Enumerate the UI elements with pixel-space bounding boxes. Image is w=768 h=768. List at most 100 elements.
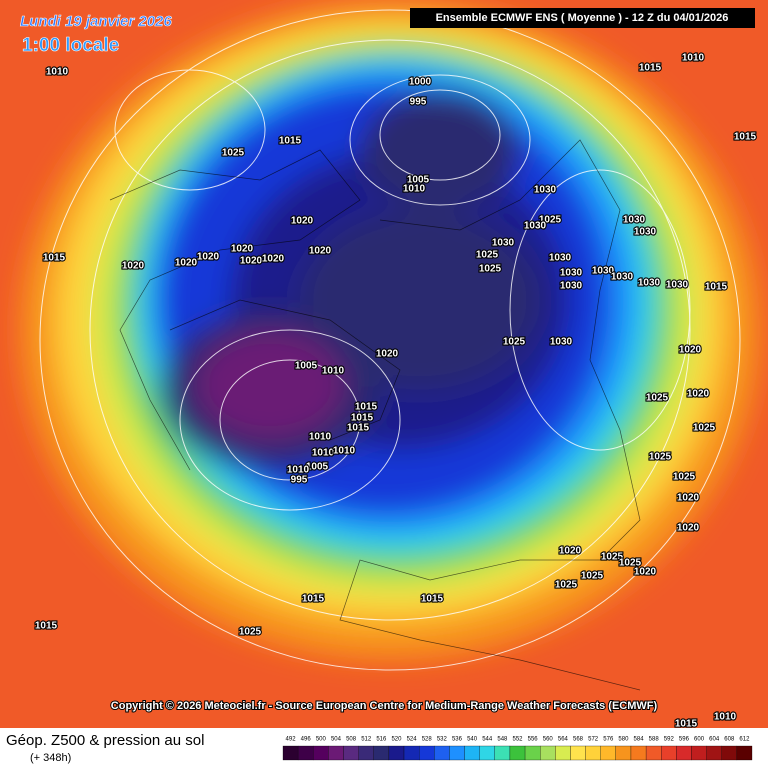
scale-swatch [434,745,450,761]
scale-label: 492 [286,737,297,743]
isobar-label: 1025 [239,627,262,638]
scale-label: 572 [588,737,599,743]
isobar-label: 1030 [623,215,646,226]
isobar [179,329,401,511]
isobar-label: 1020 [291,216,314,227]
scale-label: 600 [694,737,705,743]
isobar-label: 1010 [714,712,737,723]
scale-label: 556 [528,737,539,743]
scale-label: 508 [346,737,357,743]
scale-swatch [479,745,495,761]
scale-swatch [570,745,586,761]
isobar-label: 1015 [43,253,66,264]
isobar-label: 1015 [35,621,58,632]
scale-swatch [524,745,541,761]
isobar-label: 1015 [347,423,370,434]
scale-label: 528 [422,737,433,743]
scale-label: 576 [603,737,614,743]
isobar-label: 1025 [581,571,604,582]
isobar-label: 1030 [666,280,689,291]
scale-swatch [449,745,465,761]
isobar [219,359,361,481]
scale-label: 604 [709,737,720,743]
scale-label: 524 [407,737,418,743]
isobar-label: 1005 [407,175,430,186]
isobar-label: 1015 [734,132,757,143]
isobar-label: 1020 [677,493,700,504]
scale-label: 536 [452,737,463,743]
isobar-label: 1005 [306,462,329,473]
scale-label: 580 [618,737,629,743]
legend-panel: Géop. Z500 & pression au sol (+ 348h) 49… [0,728,768,768]
isobar-label: 1020 [677,523,700,534]
field-name: Géop. Z500 & pression au sol [6,732,204,749]
isobar [379,89,501,181]
isobar-label: 1015 [279,136,302,147]
map: Lundi 19 janvier 2026 1:00 locale Ensemb… [0,0,768,728]
scale-label: 592 [664,737,675,743]
isobar-label: 1020 [122,261,145,272]
isobar [39,9,741,671]
isobar-label: 1030 [560,281,583,292]
isobar-label: 1030 [550,337,573,348]
isobar-label: 1020 [687,389,710,400]
isobar-label: 1010 [46,67,69,78]
isobar-label: 1030 [638,278,661,289]
geopotential-field [20,0,760,660]
isobar-label: 1015 [302,594,325,605]
isobar-label: 1030 [560,268,583,279]
scale-swatch [691,745,707,761]
date: Lundi 19 janvier 2026 [20,13,172,30]
lead-time: (+ 348h) [30,752,71,764]
scale-swatch [540,745,556,761]
isobar-label: 1010 [682,53,705,64]
scale-label: 596 [679,737,690,743]
isobar-label: 1025 [619,558,642,569]
scale-swatch [343,745,359,761]
scale-swatch [630,745,647,761]
scale-swatch [645,745,662,761]
isobar-label: 1020 [559,546,582,557]
scale-swatch [388,745,405,761]
scale-label: 504 [331,737,342,743]
scale-label: 500 [316,737,327,743]
z500-band [360,90,520,210]
isobar-label: 1030 [524,221,547,232]
run-info: Ensemble ECMWF ENS ( Moyenne ) - 12 Z du… [436,12,729,24]
scale-label: 548 [497,737,508,743]
isobar-label: 1015 [355,402,378,413]
scale-label: 612 [739,737,750,743]
scale-swatch [585,745,601,761]
isobar-label: 1015 [705,282,728,293]
isobar-label: 1025 [646,393,669,404]
isobar-label: 1010 [322,366,345,377]
isobar-label: 1025 [503,337,526,348]
scale-label: 496 [301,737,312,743]
scale-label: 532 [437,737,448,743]
scale-label: 544 [482,737,493,743]
scale-label: 564 [558,737,569,743]
coastlines [109,139,641,691]
isobar-label: 1030 [634,227,657,238]
isobar-label: 1030 [549,253,572,264]
isobar-label: 1030 [611,272,634,283]
scale-swatch [282,745,299,761]
scale-swatch [615,745,632,761]
isobar-label: 1025 [649,452,672,463]
coastline [109,149,361,471]
isobar-label: 1030 [592,266,615,277]
isobar-label: 1015 [421,594,444,605]
scale-swatch [661,745,677,761]
scale-swatch [600,745,616,761]
isobar-label: 1020 [231,244,254,255]
isobar-label: 1010 [309,432,332,443]
scale-swatch [313,745,329,761]
scale-label: 568 [573,737,584,743]
local-time: 1:00 locale [22,35,119,56]
isobar-label: 1030 [492,238,515,249]
scale-swatch [509,745,526,761]
scale-swatch [328,745,344,761]
scale-swatch [676,745,692,761]
isobar-label: 1020 [376,349,399,360]
